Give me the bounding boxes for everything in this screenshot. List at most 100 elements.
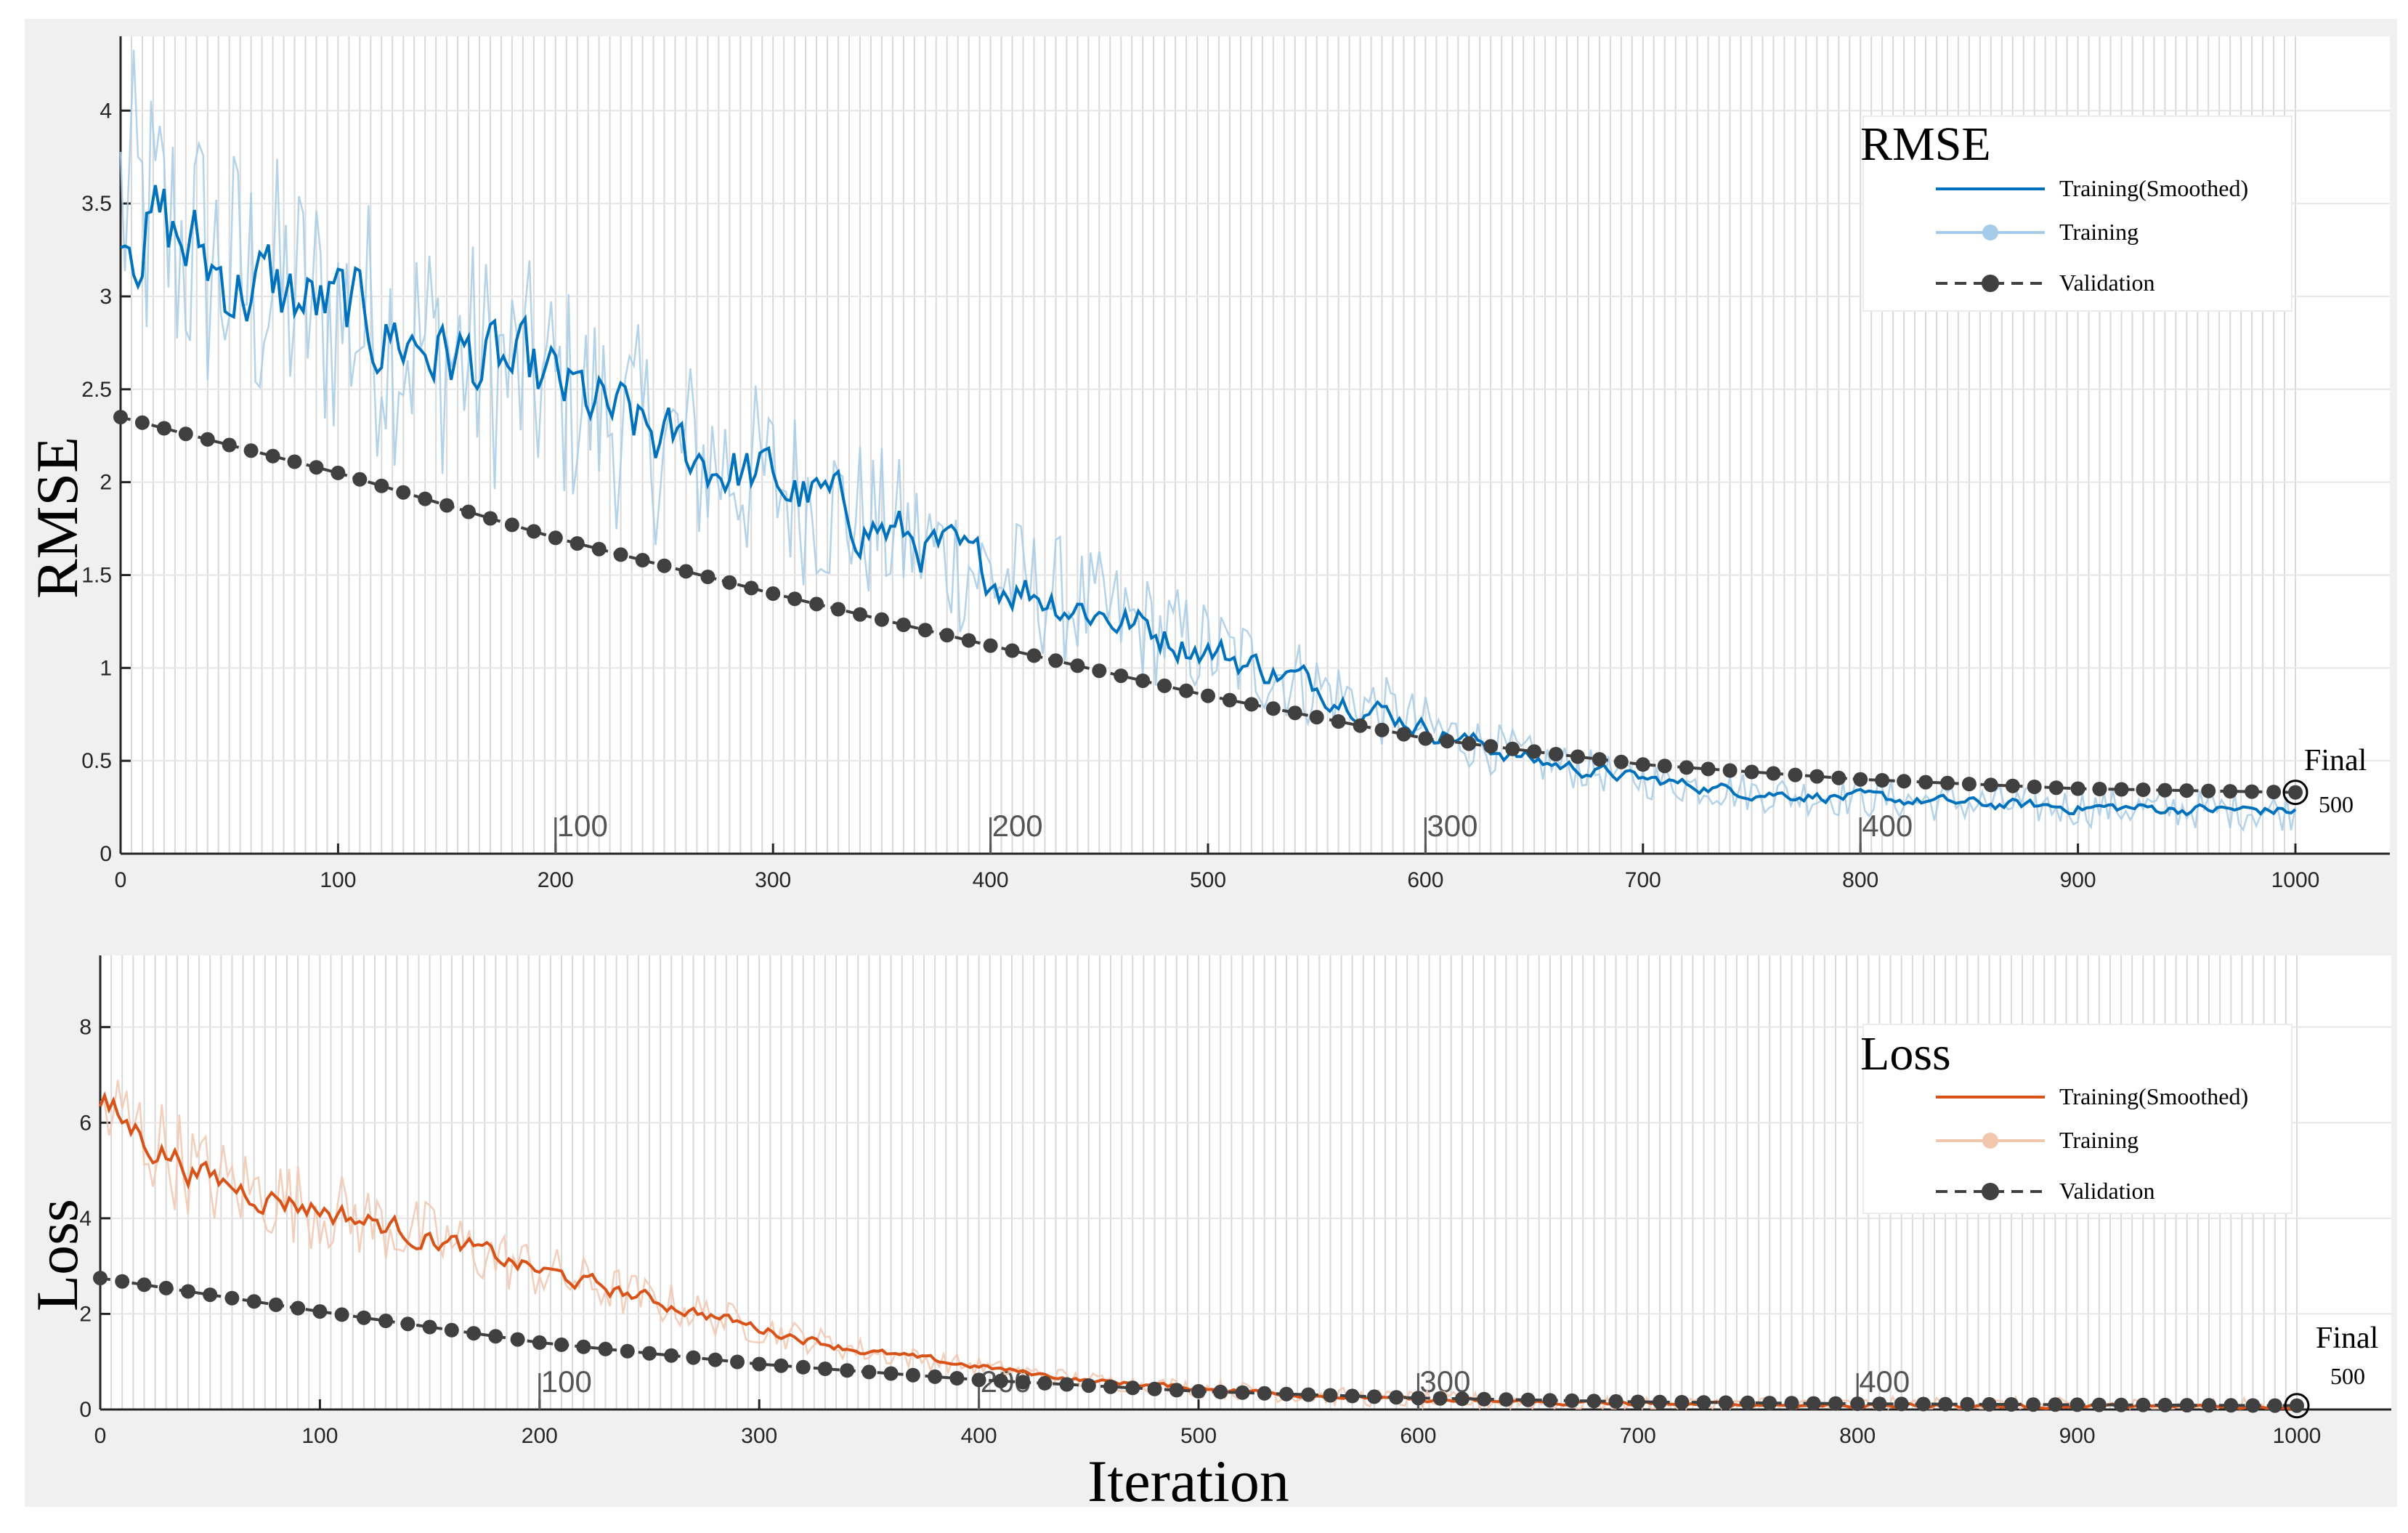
x-tick-label: 500 xyxy=(1190,868,1226,892)
legend-entry-smoothed: Training(Smoothed) xyxy=(2059,1083,2248,1109)
validation-marker xyxy=(1026,648,1042,663)
x-tick-label: 500 xyxy=(1180,1424,1217,1448)
epoch-tick-label: 100 xyxy=(541,1364,592,1399)
validation-marker xyxy=(134,415,150,430)
x-tick-label: 0 xyxy=(94,1424,107,1448)
validation-marker xyxy=(548,530,563,546)
y-tick-label: 4 xyxy=(79,1207,92,1231)
validation-marker xyxy=(1565,1393,1580,1408)
validation-marker xyxy=(1048,653,1063,668)
validation-marker xyxy=(422,1319,437,1335)
validation-marker xyxy=(1527,744,1542,759)
validation-marker xyxy=(2267,1398,2282,1413)
validation-marker xyxy=(983,638,998,653)
validation-marker xyxy=(1279,1386,1294,1401)
validation-marker xyxy=(1635,757,1650,772)
y-tick-label: 4 xyxy=(100,99,112,123)
validation-marker xyxy=(722,575,737,590)
validation-marker xyxy=(795,1359,811,1375)
validation-marker xyxy=(1872,1396,1887,1412)
validation-marker xyxy=(2179,783,2194,798)
validation-marker xyxy=(352,472,368,487)
validation-marker xyxy=(1191,1384,1206,1399)
validation-marker xyxy=(896,618,911,632)
validation-marker xyxy=(853,607,867,622)
validation-marker xyxy=(620,1343,635,1359)
y-tick-label: 3 xyxy=(100,285,112,309)
validation-marker xyxy=(708,1352,723,1367)
validation-marker xyxy=(224,1290,240,1306)
validation-marker xyxy=(334,1307,349,1322)
validation-marker xyxy=(1850,1396,1865,1412)
validation-marker xyxy=(1586,1394,1602,1409)
validation-marker xyxy=(635,553,650,567)
legend-validation-marker xyxy=(1982,1183,1999,1200)
validation-marker xyxy=(1630,1394,1645,1409)
validation-marker xyxy=(1828,1396,1843,1411)
legend-entry-validation: Validation xyxy=(2059,270,2155,296)
validation-marker xyxy=(1323,1388,1338,1403)
validation-marker xyxy=(200,432,215,447)
y-tick-label: 0 xyxy=(79,1398,92,1422)
epoch-tick-label: 400 xyxy=(1862,809,1913,843)
legend-title: RMSE xyxy=(1860,118,1991,171)
validation-marker xyxy=(2026,1397,2041,1412)
x-tick-label: 1000 xyxy=(2273,1424,2322,1448)
validation-marker xyxy=(1396,727,1411,742)
x-tick-label: 400 xyxy=(973,868,1009,892)
validation-marker xyxy=(2179,1398,2194,1413)
validation-marker xyxy=(840,1363,855,1378)
validation-marker xyxy=(591,541,607,557)
validation-marker xyxy=(309,460,324,475)
validation-marker xyxy=(2136,782,2151,797)
loss-panel: 0 100 200 300 400 500 600 700 800 900 1000 0 2 4 6 8 100… xyxy=(24,955,2391,1514)
validation-marker xyxy=(2003,1397,2019,1412)
y-tick-label: 6 xyxy=(79,1111,92,1135)
validation-marker xyxy=(883,1366,899,1381)
validation-marker xyxy=(1718,1395,1733,1410)
validation-marker xyxy=(961,633,976,648)
validation-marker xyxy=(2290,1398,2304,1413)
y-tick-label: 2 xyxy=(100,471,112,495)
final-value-label: 500 xyxy=(2319,791,2354,817)
validation-marker xyxy=(483,511,498,526)
validation-marker xyxy=(1411,1391,1426,1406)
validation-marker xyxy=(1418,731,1433,746)
validation-marker xyxy=(1244,697,1259,712)
y-tick-label: 2 xyxy=(79,1302,92,1326)
validation-marker xyxy=(1477,1391,1492,1407)
validation-marker xyxy=(2266,785,2282,800)
validation-marker xyxy=(1653,1394,1667,1409)
final-marker-ring xyxy=(2284,1393,2310,1419)
validation-marker xyxy=(831,602,846,617)
validation-marker xyxy=(2070,781,2085,796)
validation-marker xyxy=(1222,692,1237,708)
validation-marker xyxy=(657,558,672,573)
validation-marker xyxy=(576,1339,591,1354)
validation-marker xyxy=(1213,1384,1228,1399)
x-tick-label: 0 xyxy=(115,868,127,892)
validation-marker xyxy=(1037,1375,1053,1391)
validation-marker xyxy=(1916,1396,1931,1412)
validation-marker xyxy=(2136,1397,2151,1412)
validation-marker xyxy=(246,1294,262,1309)
validation-marker xyxy=(1894,1396,1909,1412)
validation-marker xyxy=(1169,1383,1184,1398)
validation-marker xyxy=(444,1322,459,1338)
y-tick-label: 1.5 xyxy=(81,563,112,587)
x-tick-label: 300 xyxy=(755,868,791,892)
validation-marker xyxy=(1960,1396,1975,1412)
validation-marker xyxy=(1592,752,1607,767)
validation-marker xyxy=(1235,1385,1250,1400)
legend-entry-training: Training xyxy=(2059,219,2139,245)
legend-box xyxy=(1862,1024,2293,1214)
validation-marker xyxy=(664,1348,679,1363)
x-tick-label: 100 xyxy=(320,868,356,892)
epoch-tick-label: 100 xyxy=(557,809,608,843)
legend-validation-marker xyxy=(1982,275,1999,292)
validation-marker xyxy=(2288,785,2303,800)
validation-marker xyxy=(1674,1395,1690,1409)
legend-training-marker xyxy=(1982,1133,1998,1149)
validation-marker xyxy=(1938,1396,1953,1412)
validation-marker xyxy=(2048,780,2064,796)
